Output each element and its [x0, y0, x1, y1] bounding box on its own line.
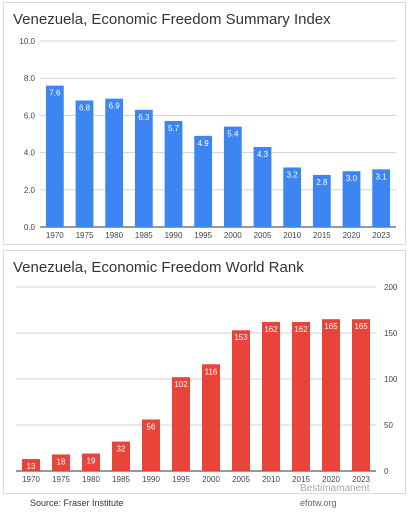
x-tick-label: 1990 [142, 475, 160, 484]
bar-value-label: 5.7 [168, 124, 180, 133]
y-tick-label: 8.0 [24, 74, 36, 83]
bar [322, 319, 340, 471]
x-tick-label: 1980 [82, 475, 100, 484]
bar [352, 319, 370, 471]
x-tick-label: 2000 [202, 475, 220, 484]
bar-value-label: 102 [174, 380, 188, 389]
x-tick-label: 2010 [283, 231, 301, 240]
bar-value-label: 56 [147, 422, 156, 431]
bar [112, 441, 130, 471]
bar-value-label: 18 [57, 457, 66, 466]
x-tick-label: 1985 [112, 475, 130, 484]
bar [194, 135, 213, 227]
bar-value-label: 4.3 [257, 150, 269, 159]
bar [105, 98, 124, 227]
x-tick-label: 2005 [254, 231, 272, 240]
x-tick-label: 1995 [172, 475, 190, 484]
bar [22, 459, 40, 471]
x-tick-label: 1980 [105, 231, 123, 240]
y-tick-label: 10.0 [19, 37, 35, 46]
chart-title: Venezuela, Economic Freedom Summary Inde… [13, 11, 331, 28]
bar [45, 85, 64, 227]
y-tick-label: 6.0 [24, 111, 36, 120]
bar [262, 321, 280, 471]
x-tick-label: 2010 [262, 475, 280, 484]
x-tick-label: 2023 [372, 231, 390, 240]
bar [202, 364, 220, 471]
y-tick-label: 50 [384, 421, 393, 430]
chart-title: Venezuela, Economic Freedom World Rank [13, 259, 304, 276]
summary-index-bar-chart: 0.0 2.0 4.0 6.0 8.0 10.0 7.6 1970 6.8 1975 6.9 1980… [19, 37, 396, 240]
summary-index-chart-panel: Venezuela, Economic Freedom Summary Inde… [3, 2, 406, 245]
bar-value-label: 153 [234, 333, 248, 342]
y-tick-label: 2.0 [24, 186, 36, 195]
watermark-text: Bestimamanent [300, 483, 370, 494]
bar [253, 147, 272, 227]
x-tick-label: 1975 [52, 475, 70, 484]
bar-value-label: 3.1 [376, 172, 388, 181]
bar [82, 453, 100, 471]
bar [52, 454, 70, 471]
bar-value-label: 13 [27, 462, 36, 471]
bar-value-label: 6.3 [138, 113, 150, 122]
x-tick-label: 2020 [343, 231, 361, 240]
x-tick-label: 1990 [165, 231, 183, 240]
bar [342, 171, 361, 227]
bar-value-label: 116 [205, 367, 218, 376]
x-tick-label: 1970 [22, 475, 40, 484]
bar-value-label: 4.9 [198, 139, 210, 148]
world-rank-chart-panel: Venezuela, Economic Freedom World Rank 0… [3, 250, 406, 494]
x-tick-label: 1975 [76, 231, 94, 240]
bar-value-label: 6.8 [79, 104, 91, 113]
bar-value-label: 165 [354, 322, 368, 331]
bar-value-label: 19 [87, 457, 96, 466]
x-tick-label: 2020 [322, 475, 340, 484]
x-tick-label: 2015 [292, 475, 310, 484]
bar [292, 321, 310, 471]
y-tick-label: 4.0 [24, 149, 36, 158]
x-tick-label: 1985 [135, 231, 153, 240]
bar-value-label: 5.4 [227, 130, 239, 139]
bar-value-label: 3.2 [287, 170, 299, 179]
x-tick-label: 2005 [232, 475, 250, 484]
bar [283, 167, 302, 227]
bar [134, 109, 153, 227]
bar [75, 100, 94, 227]
bar-value-label: 162 [294, 325, 308, 334]
bar-value-label: 6.9 [109, 102, 121, 111]
bar [142, 419, 160, 471]
x-tick-label: 1970 [46, 231, 64, 240]
x-tick-label: 2015 [313, 231, 331, 240]
x-tick-label: 1995 [194, 231, 212, 240]
bar-value-label: 7.6 [49, 89, 61, 98]
x-tick-label: 2000 [224, 231, 242, 240]
bar [223, 126, 242, 227]
source-site-link[interactable]: efotw.org [300, 498, 337, 508]
bar-value-label: 162 [264, 325, 278, 334]
x-tick-label: 2023 [352, 475, 370, 484]
y-tick-label: 200 [384, 283, 398, 292]
bar-value-label: 32 [117, 445, 126, 454]
bar-value-label: 2.8 [316, 178, 328, 187]
y-tick-label: 0 [384, 467, 389, 476]
y-tick-label: 0.0 [24, 223, 36, 232]
bar [232, 330, 250, 471]
bar [372, 169, 391, 227]
bar-value-label: 3.0 [346, 174, 358, 183]
bar [172, 377, 190, 471]
source-note: Source: Fraser Institute [30, 498, 124, 508]
world-rank-bar-chart: 0 50 100 150 200 13 1970 18 1975 19 1980 32 1985 56 19… [16, 283, 398, 484]
bar-value-label: 165 [324, 322, 338, 331]
bar [312, 174, 331, 227]
y-tick-label: 100 [384, 375, 398, 384]
bar [164, 120, 183, 227]
y-tick-label: 150 [384, 329, 398, 338]
